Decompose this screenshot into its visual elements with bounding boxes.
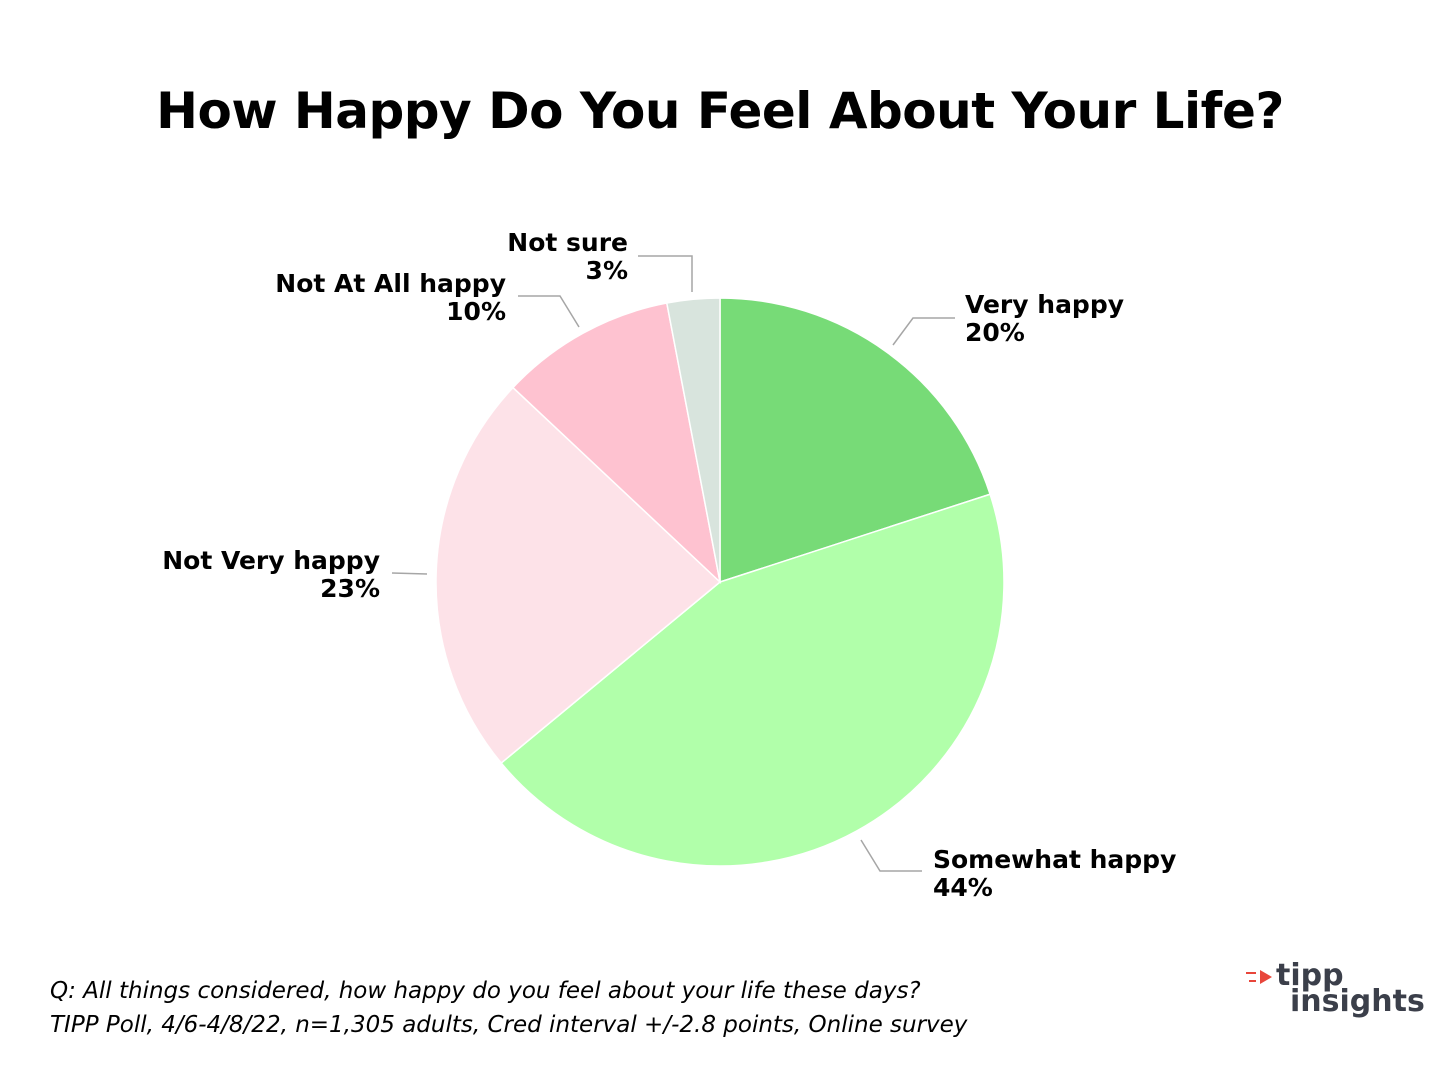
pie-slice-somewhat-happy xyxy=(500,493,1005,867)
slice-value-label: 10% xyxy=(446,297,506,326)
logo-arrow-icon xyxy=(1260,970,1272,984)
logo-line-icon xyxy=(1249,980,1256,982)
logo-word-tipp: tipp xyxy=(1276,958,1344,993)
leader-line xyxy=(518,295,580,328)
pie-slice-very-happy xyxy=(719,297,992,584)
slice-category-label: Very happy xyxy=(965,290,1124,319)
leader-line xyxy=(892,317,955,346)
pie-slice-not-sure xyxy=(665,297,721,583)
leader-line xyxy=(638,255,693,292)
pie-slice-not-at-all-happy xyxy=(511,302,722,585)
pie-slice-not-very-happy xyxy=(435,386,722,765)
leader-line xyxy=(391,572,428,575)
leader-line xyxy=(860,839,922,872)
chart-title: How Happy Do You Feel About Your Life? xyxy=(156,82,1284,140)
slice-value-label: 20% xyxy=(965,318,1025,347)
slice-value-label: 44% xyxy=(933,873,993,902)
survey-question: Q: All things considered, how happy do y… xyxy=(50,978,921,1004)
logo-line-icon xyxy=(1246,972,1256,974)
logo-word-insights: insights xyxy=(1290,984,1425,1019)
slice-category-label: Not Very happy xyxy=(162,546,380,575)
slice-value-label: 23% xyxy=(320,574,380,603)
slice-category-label: Not At All happy xyxy=(275,269,506,298)
poll-source: TIPP Poll, 4/6-4/8/22, n=1,305 adults, C… xyxy=(50,1012,968,1038)
tipp-insights-logo: tipp insights xyxy=(1246,958,1425,1022)
slice-category-label: Somewhat happy xyxy=(933,845,1176,874)
slice-category-label: Not sure xyxy=(507,228,628,257)
slice-value-label: 3% xyxy=(586,256,628,285)
